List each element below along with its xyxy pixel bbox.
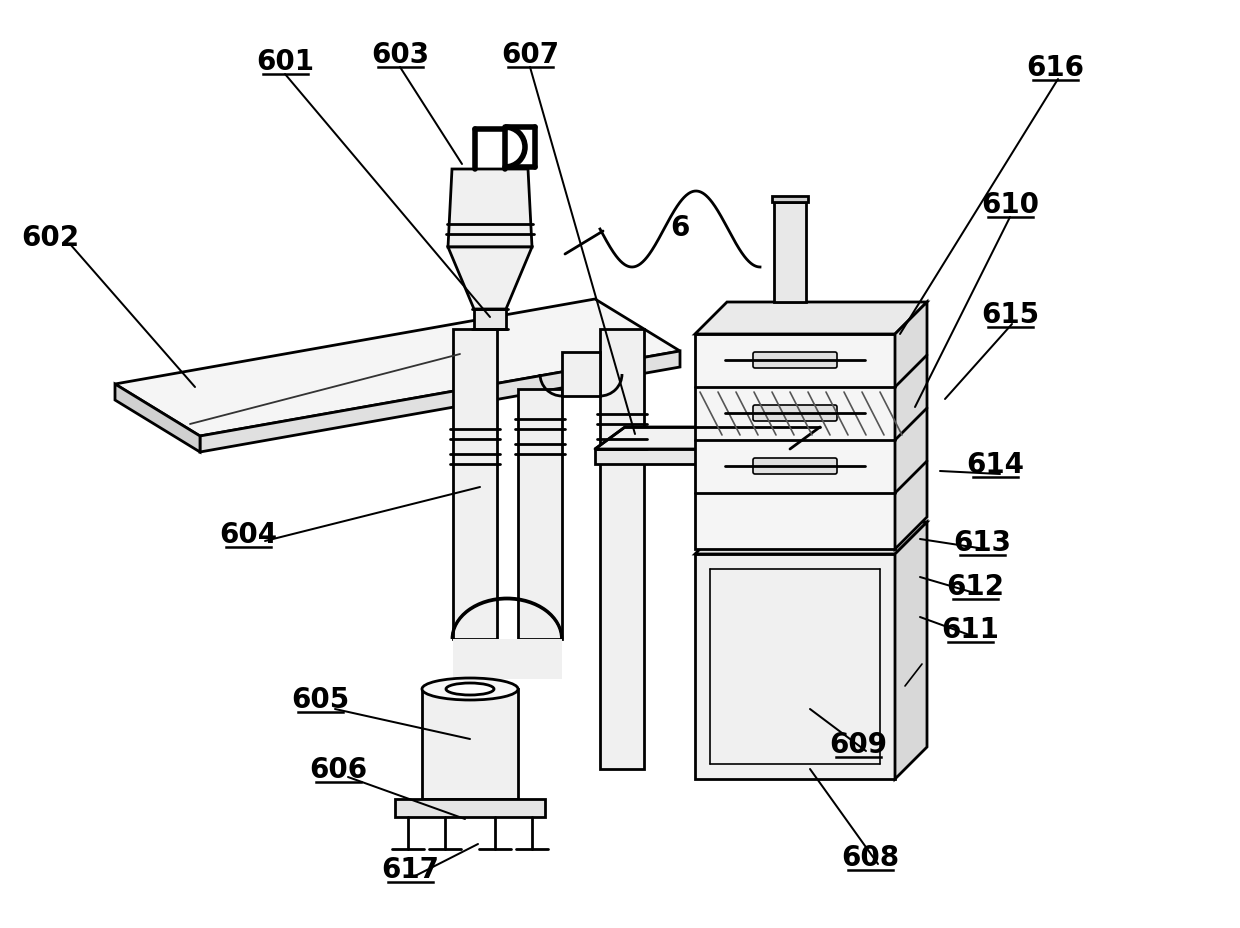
Polygon shape — [895, 522, 928, 780]
Text: 6: 6 — [671, 213, 689, 241]
Polygon shape — [562, 353, 600, 396]
Polygon shape — [474, 310, 506, 329]
Polygon shape — [895, 303, 928, 549]
Polygon shape — [694, 335, 895, 549]
Polygon shape — [396, 799, 546, 818]
Text: 601: 601 — [255, 48, 314, 76]
Ellipse shape — [422, 678, 518, 701]
Text: 611: 611 — [941, 615, 999, 643]
Polygon shape — [774, 203, 806, 303]
Text: 614: 614 — [966, 450, 1024, 479]
Text: 616: 616 — [1025, 54, 1084, 82]
Polygon shape — [453, 329, 497, 639]
Ellipse shape — [446, 683, 494, 695]
Polygon shape — [595, 449, 790, 465]
Text: 607: 607 — [501, 41, 559, 69]
Text: 612: 612 — [946, 573, 1004, 600]
Text: 609: 609 — [830, 730, 887, 758]
Polygon shape — [595, 428, 820, 449]
Polygon shape — [115, 300, 680, 436]
Polygon shape — [694, 303, 928, 335]
Text: 610: 610 — [981, 191, 1039, 219]
Polygon shape — [200, 352, 680, 453]
Text: 605: 605 — [291, 685, 350, 714]
Polygon shape — [448, 170, 532, 248]
FancyBboxPatch shape — [753, 353, 837, 368]
Polygon shape — [694, 554, 895, 780]
Text: 603: 603 — [371, 41, 429, 69]
Polygon shape — [422, 690, 518, 799]
Polygon shape — [115, 384, 200, 453]
Polygon shape — [448, 248, 532, 310]
Text: 606: 606 — [309, 755, 367, 783]
Text: 602: 602 — [21, 224, 79, 251]
Polygon shape — [518, 390, 562, 639]
Polygon shape — [773, 197, 808, 203]
Polygon shape — [600, 329, 644, 769]
FancyBboxPatch shape — [753, 406, 837, 421]
Text: 608: 608 — [841, 844, 899, 871]
Polygon shape — [694, 522, 928, 554]
Text: 604: 604 — [219, 521, 277, 548]
FancyBboxPatch shape — [753, 458, 837, 474]
Text: 617: 617 — [381, 855, 439, 883]
Text: 613: 613 — [954, 528, 1011, 557]
Polygon shape — [453, 639, 562, 679]
Text: 615: 615 — [981, 301, 1039, 329]
